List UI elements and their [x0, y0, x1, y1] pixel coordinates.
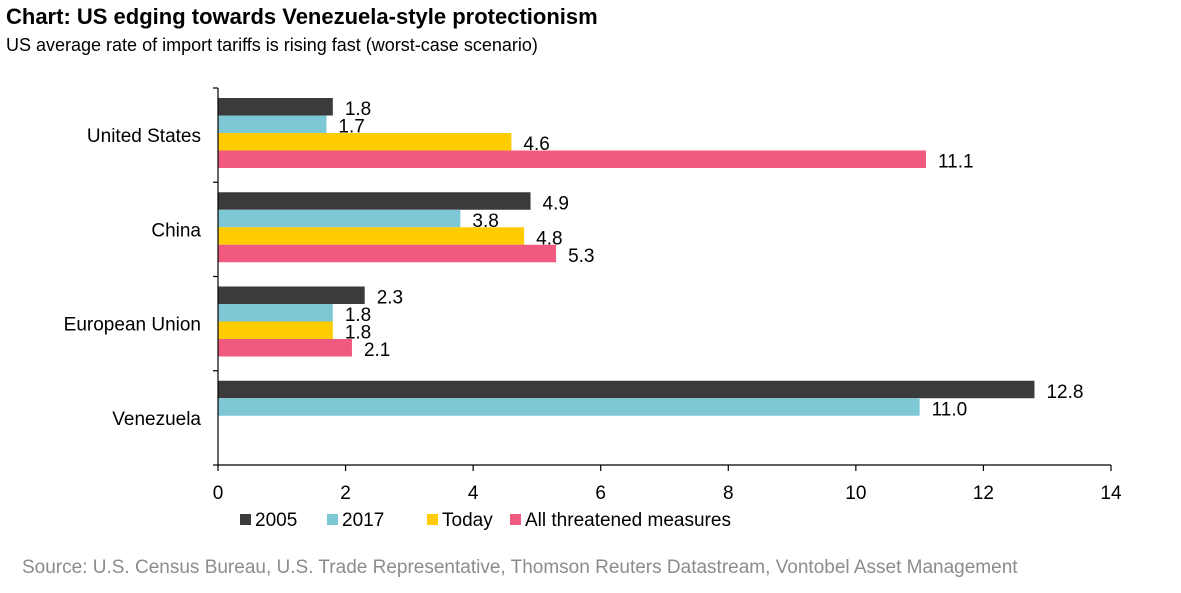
bar: [218, 192, 531, 210]
x-tick-label: 0: [213, 483, 224, 504]
data-label: 1.8: [345, 99, 371, 120]
data-label: 4.9: [543, 193, 569, 214]
bar: [218, 321, 333, 339]
bar: [218, 339, 352, 357]
legend-swatch: [510, 514, 521, 525]
bar: [218, 150, 927, 168]
legend-label: Today: [442, 510, 493, 531]
x-tick-label: 12: [973, 483, 994, 504]
x-tick-label: 6: [595, 483, 606, 504]
data-label: 11.0: [932, 399, 968, 420]
x-tick-label: 2: [340, 483, 351, 504]
data-label: 11.1: [938, 152, 974, 173]
data-label: 2.1: [364, 340, 390, 361]
data-label: 1.8: [345, 305, 371, 326]
bar: [218, 133, 512, 151]
chart-subtitle: US average rate of import tariffs is ris…: [6, 35, 538, 55]
legend-swatch: [427, 514, 438, 525]
legend-label: All threatened measures: [525, 510, 731, 531]
x-tick-label: 14: [1100, 483, 1122, 504]
bar: [218, 227, 525, 245]
category-label: United States: [87, 126, 201, 147]
legend-label: 2017: [342, 510, 384, 531]
x-tick-label: 10: [845, 483, 866, 504]
data-label: 4.8: [536, 228, 562, 249]
data-label: 3.8: [472, 211, 498, 232]
legend-swatch: [327, 514, 338, 525]
bar: [218, 244, 557, 263]
source-note: Source: U.S. Census Bureau, U.S. Trade R…: [22, 557, 1018, 578]
category-label: European Union: [64, 315, 201, 336]
legend-label: 2005: [255, 510, 297, 531]
bar: [218, 209, 461, 228]
bar: [218, 115, 327, 133]
bar: [218, 398, 920, 416]
data-label: 1.8: [345, 323, 371, 344]
bar: [218, 286, 365, 304]
data-label: 1.7: [338, 117, 364, 138]
bar: [218, 304, 333, 322]
data-label: 2.3: [377, 288, 403, 309]
bar: [218, 98, 333, 116]
bar-chart: United States1.81.74.611.1China4.93.84.8…: [64, 87, 1122, 531]
x-tick-label: 4: [468, 483, 479, 504]
category-label: Venezuela: [112, 409, 201, 430]
legend-swatch: [240, 514, 251, 525]
x-tick-label: 8: [723, 483, 734, 504]
category-label: China: [151, 220, 201, 241]
bar: [218, 380, 1035, 399]
data-label: 5.3: [568, 246, 594, 267]
data-label: 12.8: [1046, 382, 1083, 403]
data-label: 4.6: [523, 134, 549, 155]
chart-title: Chart: US edging towards Venezuela-style…: [6, 4, 598, 29]
